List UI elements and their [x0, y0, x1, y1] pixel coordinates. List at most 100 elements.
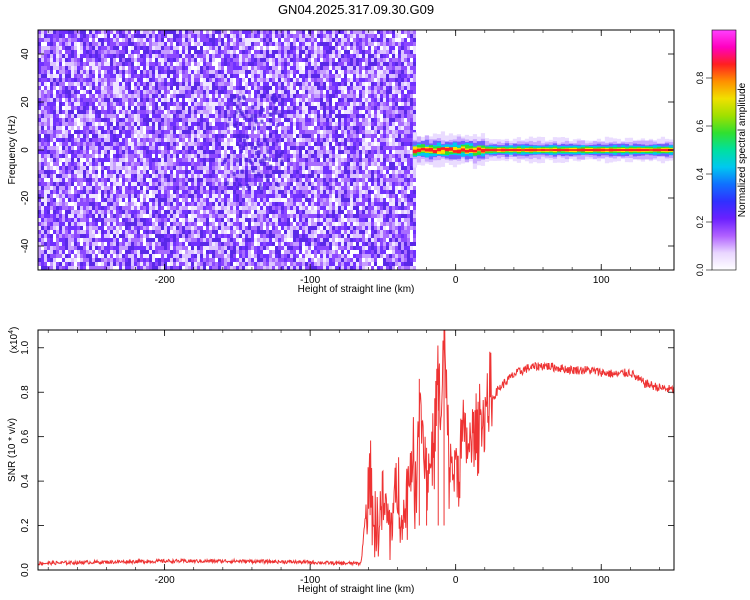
- heatmap-cell: [128, 30, 131, 34]
- heatmap-cell: [128, 50, 131, 54]
- heatmap-cell: [83, 242, 86, 246]
- heatmap-cell: [68, 226, 71, 230]
- heatmap-cell: [107, 198, 110, 202]
- heatmap-cell: [245, 162, 248, 166]
- heatmap-cell: [98, 262, 101, 266]
- heatmap-cell: [101, 114, 104, 118]
- heatmap-cell: [104, 46, 107, 50]
- heatmap-cell: [95, 146, 98, 150]
- heatmap-cell: [176, 198, 179, 202]
- heatmap-cell: [74, 238, 77, 242]
- heatmap-cell: [254, 74, 257, 78]
- heatmap-cell: [254, 90, 257, 94]
- heatmap-cell: [239, 142, 242, 146]
- heatmap-cell: [89, 62, 92, 66]
- heatmap-cell: [254, 250, 257, 254]
- heatmap-cell: [209, 154, 212, 158]
- heatmap-cell: [53, 254, 56, 258]
- heatmap-cell: [182, 62, 185, 66]
- heatmap-cell: [182, 150, 185, 154]
- heatmap-cell: [227, 194, 230, 198]
- heatmap-cell: [212, 118, 215, 122]
- heatmap-cell: [221, 166, 224, 170]
- heatmap-cell: [269, 186, 272, 190]
- heatmap-cell: [167, 70, 170, 74]
- heatmap-cell: [77, 178, 80, 182]
- heatmap-cell: [110, 194, 113, 198]
- heatmap-cell: [128, 198, 131, 202]
- heatmap-cell: [221, 90, 224, 94]
- heatmap-cell: [233, 30, 236, 34]
- heatmap-cell: [95, 70, 98, 74]
- heatmap-cell: [104, 74, 107, 78]
- heatmap-cell: [65, 126, 68, 130]
- heatmap-cell: [185, 126, 188, 130]
- heatmap-cell: [200, 234, 203, 238]
- heatmap-cell: [131, 194, 134, 198]
- heatmap-cell: [65, 50, 68, 54]
- heatmap-cell: [77, 94, 80, 98]
- heatmap-cell: [59, 110, 62, 114]
- heatmap-cell: [50, 182, 53, 186]
- heatmap-cell: [146, 238, 149, 242]
- heatmap-cell: [107, 62, 110, 66]
- heatmap-cell: [101, 266, 104, 270]
- heatmap-cell: [212, 226, 215, 230]
- heatmap-cell: [65, 254, 68, 258]
- heatmap-cell: [197, 90, 200, 94]
- heatmap-cell: [122, 102, 125, 106]
- heatmap-cell: [146, 126, 149, 130]
- heatmap-cell: [107, 138, 110, 142]
- heatmap-cell: [125, 118, 128, 122]
- heatmap-cell: [281, 106, 284, 110]
- heatmap-cell: [104, 166, 107, 170]
- heatmap-cell: [203, 262, 206, 266]
- heatmap-cell: [191, 102, 194, 106]
- heatmap-cell: [206, 102, 209, 106]
- heatmap-cell: [272, 198, 275, 202]
- heatmap-cell: [254, 138, 257, 142]
- heatmap-cell: [59, 62, 62, 66]
- heatmap-cell: [233, 214, 236, 218]
- heatmap-cell: [263, 126, 266, 130]
- heatmap-cell: [119, 186, 122, 190]
- heatmap-cell: [155, 218, 158, 222]
- heatmap-cell: [284, 118, 287, 122]
- heatmap-cell: [74, 214, 77, 218]
- heatmap-cell: [263, 182, 266, 186]
- heatmap-cell: [149, 206, 152, 210]
- heatmap-cell: [188, 166, 191, 170]
- heatmap-cell: [278, 70, 281, 74]
- heatmap-cell: [110, 154, 113, 158]
- heatmap-cell: [281, 74, 284, 78]
- heatmap-cell: [203, 138, 206, 142]
- heatmap-cell: [50, 142, 53, 146]
- heatmap-cell: [206, 198, 209, 202]
- heatmap-cell: [146, 134, 149, 138]
- heatmap-cell: [206, 134, 209, 138]
- heatmap-cell: [89, 162, 92, 166]
- heatmap-cell: [209, 38, 212, 42]
- heatmap-cell: [254, 210, 257, 214]
- heatmap-cell: [167, 238, 170, 242]
- heatmap-cell: [272, 238, 275, 242]
- heatmap-cell: [278, 194, 281, 198]
- heatmap-cell: [164, 82, 167, 86]
- heatmap-cell: [50, 178, 53, 182]
- heatmap-cell: [107, 246, 110, 250]
- heatmap-cell: [191, 162, 194, 166]
- heatmap-cell: [122, 114, 125, 118]
- heatmap-cell: [98, 126, 101, 130]
- heatmap-cell: [275, 162, 278, 166]
- heatmap-cell: [194, 50, 197, 54]
- heatmap-cell: [122, 174, 125, 178]
- heatmap-cell: [47, 170, 50, 174]
- heatmap-cell: [230, 242, 233, 246]
- heatmap-cell: [209, 250, 212, 254]
- heatmap-cell: [266, 166, 269, 170]
- heatmap-cell: [170, 254, 173, 258]
- heatmap-cell: [65, 90, 68, 94]
- heatmap-cell: [77, 182, 80, 186]
- heatmap-cell: [68, 174, 71, 178]
- heatmap-cell: [194, 174, 197, 178]
